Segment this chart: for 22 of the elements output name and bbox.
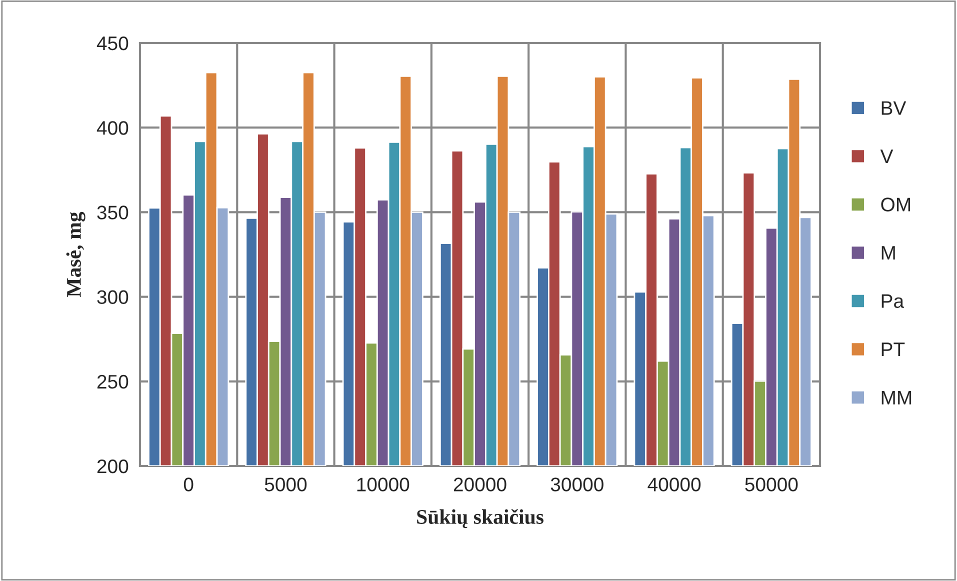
legend-label: Pa bbox=[882, 294, 904, 308]
y-tick-label: 400 bbox=[96, 121, 128, 135]
legend-label: V bbox=[880, 150, 894, 163]
x-tick-label: 10000 bbox=[357, 478, 410, 492]
x-tick-label: 0 bbox=[184, 478, 194, 492]
x-tick-label: 40000 bbox=[648, 478, 701, 492]
x-tick-label: 5000 bbox=[264, 478, 307, 492]
y-tick-label: 450 bbox=[96, 36, 128, 50]
x-tick-label: 30000 bbox=[550, 478, 604, 492]
legend-label: BV bbox=[882, 101, 906, 115]
legend-label: M bbox=[882, 246, 895, 260]
x-tick-label: 20000 bbox=[454, 478, 506, 492]
y-tick-label: 300 bbox=[97, 290, 128, 304]
legend-label: MM bbox=[882, 390, 912, 404]
y-tick-label: 350 bbox=[97, 206, 128, 220]
legend-label: PT bbox=[882, 342, 905, 356]
y-tick-label: 250 bbox=[97, 374, 128, 389]
y-axis-title: Masė, mg bbox=[66, 212, 86, 297]
legend-label: OM bbox=[881, 198, 910, 212]
y-tick-label: 200 bbox=[97, 459, 128, 474]
x-axis-title: Sūkių skaičius bbox=[417, 509, 544, 528]
x-tick-label: 50000 bbox=[745, 478, 798, 492]
